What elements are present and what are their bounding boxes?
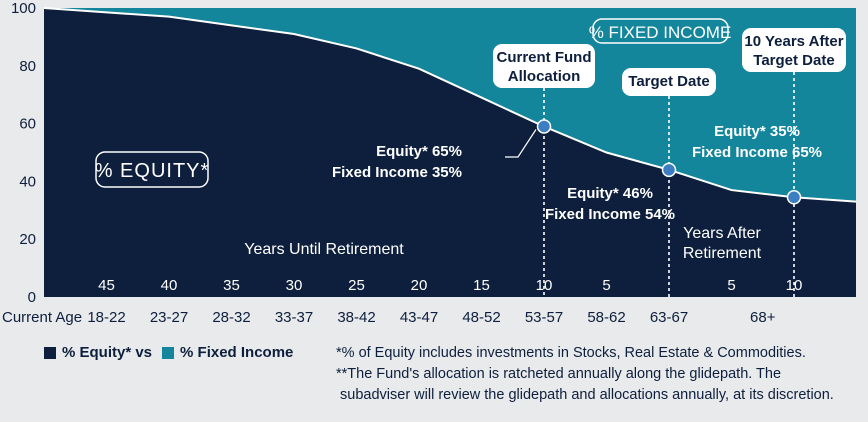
ten-years-after-callout-box	[742, 28, 846, 72]
age-tick-label: 58-62	[587, 309, 625, 326]
target-date-callout-box	[622, 68, 716, 96]
years-after-retirement-label: Years After	[683, 225, 761, 242]
year-tick-label: 5	[727, 277, 735, 294]
y-tick-label: 100	[11, 0, 36, 17]
age-tick-label: 33-37	[275, 309, 313, 326]
year-tick-label: 30	[286, 277, 303, 294]
annotation-leader-line	[505, 129, 537, 158]
footnotes: *% of Equity includes investments in Sto…	[336, 343, 866, 406]
equity-area	[44, 8, 856, 297]
current-fund-allocation-annotation: Fixed Income 35%	[332, 164, 462, 181]
year-tick-label: 40	[161, 277, 178, 294]
age-tick-label: 53-57	[525, 309, 563, 326]
legend-equity-label: % Equity* vs	[62, 344, 153, 361]
current-fund-allocation-callout-label: Current Fund	[497, 49, 592, 66]
glidepath-line	[43, 7, 857, 203]
year-tick-label: 15	[473, 277, 490, 294]
equity-label-box	[95, 151, 209, 188]
ten-years-after-callout-label: Target Date	[753, 52, 834, 69]
year-tick-label: 10	[786, 277, 803, 294]
y-tick-label: 60	[19, 116, 36, 133]
current-fund-allocation-callout-box	[493, 44, 595, 88]
ten-years-after-callout-label: 10 Years After	[744, 33, 843, 50]
equity-swatch	[44, 346, 56, 359]
y-tick-label: 80	[19, 58, 36, 75]
years-until-retirement-label: Years Until Retirement	[244, 241, 404, 258]
target-date-annotation: Equity* 46%	[567, 185, 653, 202]
current-fund-allocation-callout-label: Allocation	[508, 68, 581, 85]
y-tick-label: 40	[19, 173, 36, 190]
current-fund-allocation-point	[536, 119, 552, 134]
year-tick-label: 45	[98, 277, 115, 294]
fixed-income-swatch	[162, 346, 175, 359]
age-tick-label: 28-32	[212, 309, 250, 326]
year-tick-label: 20	[411, 277, 428, 294]
target-date-point	[661, 162, 677, 178]
y-tick-label: 20	[19, 231, 36, 248]
year-tick-label: 35	[223, 277, 240, 294]
age-tick-label: 48-52	[462, 309, 500, 326]
ten-years-after-annotation: Equity* 35%	[714, 123, 800, 140]
y-tick-label: 0	[28, 289, 36, 306]
ten-years-after-annotation: Fixed Income 65%	[692, 144, 822, 161]
ten-years-after-point	[786, 190, 802, 205]
year-tick-label: 10	[536, 277, 553, 294]
year-tick-label: 25	[348, 277, 365, 294]
fixed-income-region-label: % FIXED INCOME	[589, 23, 732, 42]
years-after-retirement-label: Retirement	[683, 245, 762, 262]
legend: % Equity* vs % Fixed Income	[44, 344, 293, 361]
age-tick-label: 38-42	[337, 309, 375, 326]
equity-region-label: % EQUITY*	[95, 160, 210, 182]
age-axis-label: Current Age	[2, 309, 82, 326]
age-tick-label: 68+	[750, 309, 776, 326]
year-tick-label: 5	[602, 277, 610, 294]
legend-fixed-label: % Fixed Income	[180, 344, 294, 361]
target-date-annotation: Fixed Income 54%	[545, 206, 675, 223]
age-tick-label: 63-67	[650, 309, 688, 326]
age-tick-label: 23-27	[150, 309, 188, 326]
footnote-line: *% of Equity includes investments in Sto…	[336, 345, 806, 361]
current-fund-allocation-annotation: Equity* 65%	[376, 143, 462, 160]
footnote-line: subadviser will review the glidepath and…	[336, 387, 834, 403]
fixed-label-box	[592, 18, 729, 44]
target-date-callout-label: Target Date	[628, 73, 709, 90]
age-tick-label: 43-47	[400, 309, 438, 326]
age-tick-label: 18-22	[87, 309, 125, 326]
footnote-line: **The Fund's allocation is ratcheted ann…	[336, 366, 782, 382]
